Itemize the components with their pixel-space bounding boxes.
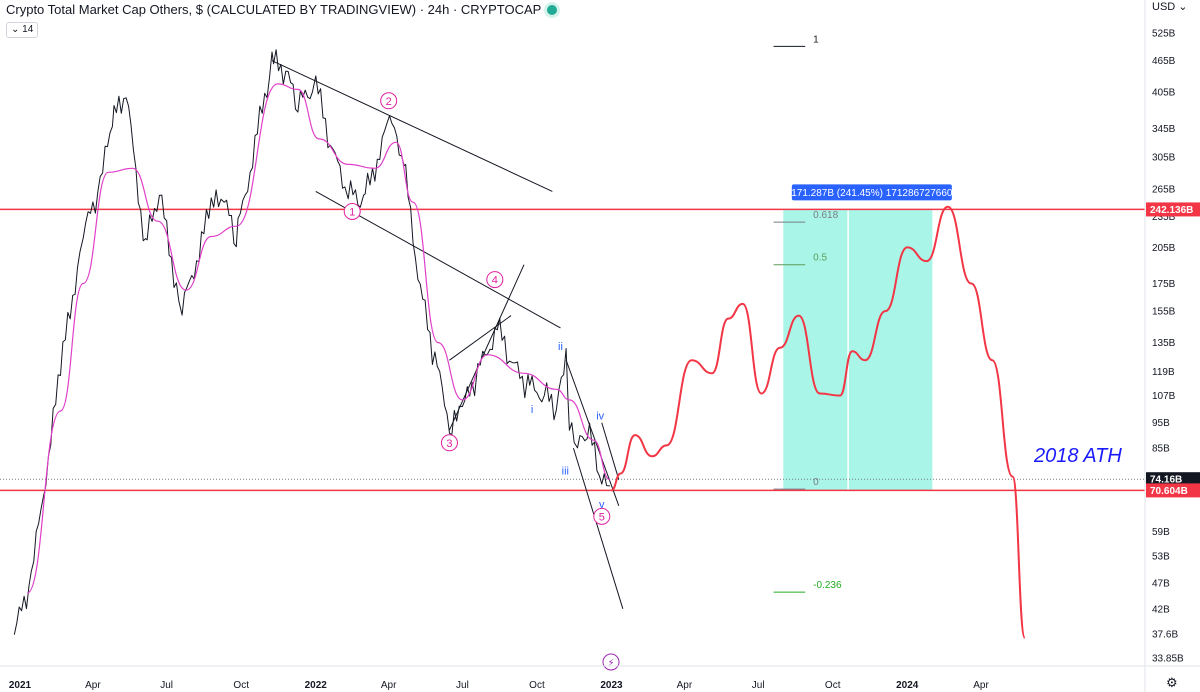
- trend-line: [572, 447, 624, 609]
- ath-annotation: 2018 ATH: [1033, 445, 1122, 467]
- measure-label-bg: [791, 184, 952, 201]
- y-tick-label: 235B: [1152, 212, 1176, 223]
- x-tick-label: Apr: [677, 680, 693, 691]
- fib-level-label: 0: [813, 477, 819, 488]
- y-tick-label: 405B: [1152, 88, 1176, 99]
- wave-label-circle: [380, 92, 398, 110]
- event-marker-glyph: ⚡: [607, 658, 614, 669]
- projection-series: [611, 205, 1026, 639]
- x-tick-label: 2021: [9, 680, 32, 691]
- measure-label: 171.287B (241.45%) 171286727660: [791, 188, 953, 199]
- y-tick-label: 47B: [1152, 579, 1170, 590]
- wave-label-circle: [486, 271, 504, 289]
- wave-label: 5: [599, 511, 605, 523]
- x-tick-label: Jul: [160, 680, 173, 691]
- y-tick-label: 265B: [1152, 184, 1176, 195]
- x-tick-label: Apr: [85, 680, 101, 691]
- ma-series: [26, 83, 611, 594]
- y-tick-label: 37.6B: [1152, 630, 1178, 641]
- x-tick-label: Apr: [381, 680, 397, 691]
- y-tick-label: 85B: [1152, 444, 1170, 455]
- price-series: [13, 49, 610, 635]
- y-tick-label: 42B: [1152, 604, 1170, 615]
- wave-label: 4: [492, 275, 498, 287]
- wave-label: iii: [562, 466, 569, 478]
- y-tick-label: 465B: [1152, 56, 1176, 67]
- x-tick-label: Jul: [456, 680, 469, 691]
- x-tick-label: 2023: [600, 680, 623, 691]
- trend-line: [449, 315, 512, 361]
- price-label-bg: [1146, 202, 1200, 217]
- ma-length-badge[interactable]: ⌄ 14: [6, 22, 39, 38]
- fib-level-label: -0.236: [813, 580, 842, 591]
- currency-selector[interactable]: USD ⌄: [1152, 1, 1188, 13]
- wave-label-circle: [343, 202, 361, 220]
- wave-label: 2: [386, 96, 392, 108]
- x-tick-label: Oct: [529, 680, 545, 691]
- x-tick-label: Apr: [973, 680, 989, 691]
- y-tick-label: 345B: [1152, 124, 1176, 135]
- wave-label: iv: [596, 411, 604, 423]
- y-tick-label: 525B: [1152, 29, 1176, 40]
- chart-title-text: Crypto Total Market Cap Others, $ (CALCU…: [6, 2, 542, 17]
- gear-icon[interactable]: ⚙: [1166, 675, 1178, 690]
- fib-level-label: 1: [813, 34, 819, 45]
- wave-label: v: [599, 499, 605, 511]
- wave-label: 3: [446, 438, 452, 450]
- wave-label: i: [531, 404, 533, 416]
- y-tick-label: 155B: [1152, 307, 1176, 318]
- y-tick-label: 205B: [1152, 243, 1176, 254]
- wave-label: ii: [558, 341, 563, 353]
- y-tick-label: 59B: [1152, 527, 1170, 538]
- y-tick-label: 119B: [1152, 367, 1175, 378]
- x-tick-label: Oct: [233, 680, 249, 691]
- y-tick-label: 53B: [1152, 551, 1170, 562]
- trend-line: [565, 360, 620, 506]
- trend-line: [448, 264, 525, 431]
- y-tick-label: 175B: [1152, 279, 1176, 290]
- chart-title: Crypto Total Market Cap Others, $ (CALCU…: [6, 2, 558, 17]
- price-label: 70.604B: [1150, 486, 1188, 497]
- wave-label-circle: [440, 434, 458, 452]
- price-label: 242.136B: [1150, 205, 1193, 216]
- fib-level-label: 0.618: [813, 210, 838, 221]
- market-status-dot: [547, 5, 558, 15]
- wave-label: 1: [349, 206, 355, 218]
- x-tick-label: Oct: [825, 680, 841, 691]
- y-tick-label: 33.85B: [1152, 654, 1184, 665]
- x-tick-label: Jul: [752, 680, 765, 691]
- y-tick-label: 135B: [1152, 338, 1176, 349]
- price-label: 74.16B: [1150, 475, 1182, 486]
- fib-level-label: 0.5: [813, 253, 827, 264]
- x-tick-label: 2022: [305, 680, 328, 691]
- x-tick-label: 2024: [896, 680, 919, 691]
- wave-label-circle: [593, 507, 611, 525]
- y-tick-label: 107B: [1152, 391, 1176, 402]
- y-tick-label: 305B: [1152, 152, 1176, 163]
- trend-line: [601, 422, 620, 480]
- measure-box: [783, 209, 933, 491]
- price-label-bg: [1146, 483, 1200, 498]
- y-tick-label: 95B: [1152, 418, 1170, 429]
- trend-line: [271, 60, 553, 192]
